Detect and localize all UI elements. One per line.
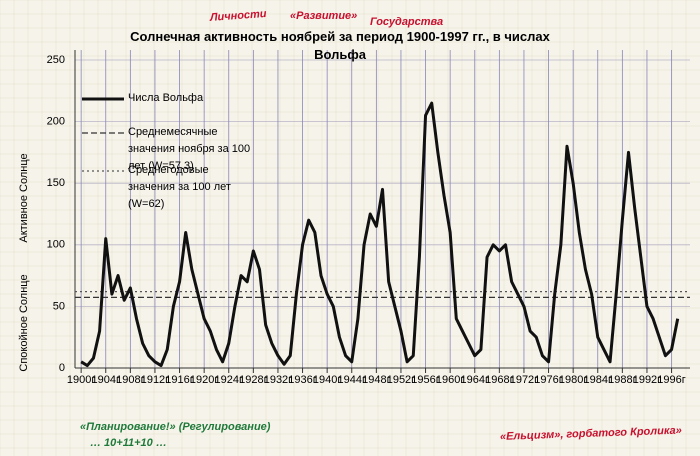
x-tick-label: 1980г [559,374,587,386]
x-tick-label: 1912г [141,374,169,386]
x-tick-label: 1936г [288,374,316,386]
y-tick-label: 100 [47,239,65,251]
x-tick-label: 1916г [165,374,193,386]
x-tick-label: 1972г [510,374,538,386]
annotation: Личности [209,8,268,24]
y-tick-label: 0 [59,362,65,374]
x-tick-label: 1952г [387,374,415,386]
x-tick-label: 1992г [633,374,661,386]
annotation: «Развитие» [290,10,357,22]
x-tick-label: 1928г [239,374,267,386]
y-tick-label: 250 [47,54,65,66]
x-tick-label: 1960г [436,374,464,386]
annotation: … 10+11+10 … [90,437,167,449]
x-tick-label: 1956г [411,374,439,386]
y-tick-label: 150 [47,177,65,189]
y-axis-label: Активное Солнце [18,153,30,242]
x-tick-label: 1988г [608,374,636,386]
x-tick-label: 1984г [584,374,612,386]
x-tick-label: 1920г [190,374,218,386]
x-tick-label: 1996г [657,374,685,386]
y-tick-label: 200 [47,116,65,128]
x-tick-label: 1924г [215,374,243,386]
y-axis-label: Спокойное Солнце [18,274,30,371]
annotation: Государства [370,16,443,28]
x-tick-label: 1976г [534,374,562,386]
x-tick-label: 1944г [338,374,366,386]
x-tick-label: 1948г [362,374,390,386]
x-tick-label: 1900г [67,374,95,386]
x-tick-label: 1964г [461,374,489,386]
y-tick-label: 50 [53,300,65,312]
x-tick-label: 1968г [485,374,513,386]
annotation: «Ельцизм», горбатого Кролика» [500,425,682,443]
legend-label: Среднегодовые значения за 100 лет (W=62) [128,164,231,210]
legend-label: Среднемесячные значения ноября за 100 ле… [128,126,251,172]
x-tick-label: 1940г [313,374,341,386]
annotation: «Планирование!» (Регулирование) [80,421,271,433]
legend-label: Числа Вольфа [128,92,204,104]
data-line [80,101,680,368]
x-tick-label: 1932г [264,374,292,386]
x-tick-label: 1904г [92,374,120,386]
x-tick-label: 1908г [116,374,144,386]
chart-title: Солнечная активность ноябрей за период 1… [130,29,550,62]
